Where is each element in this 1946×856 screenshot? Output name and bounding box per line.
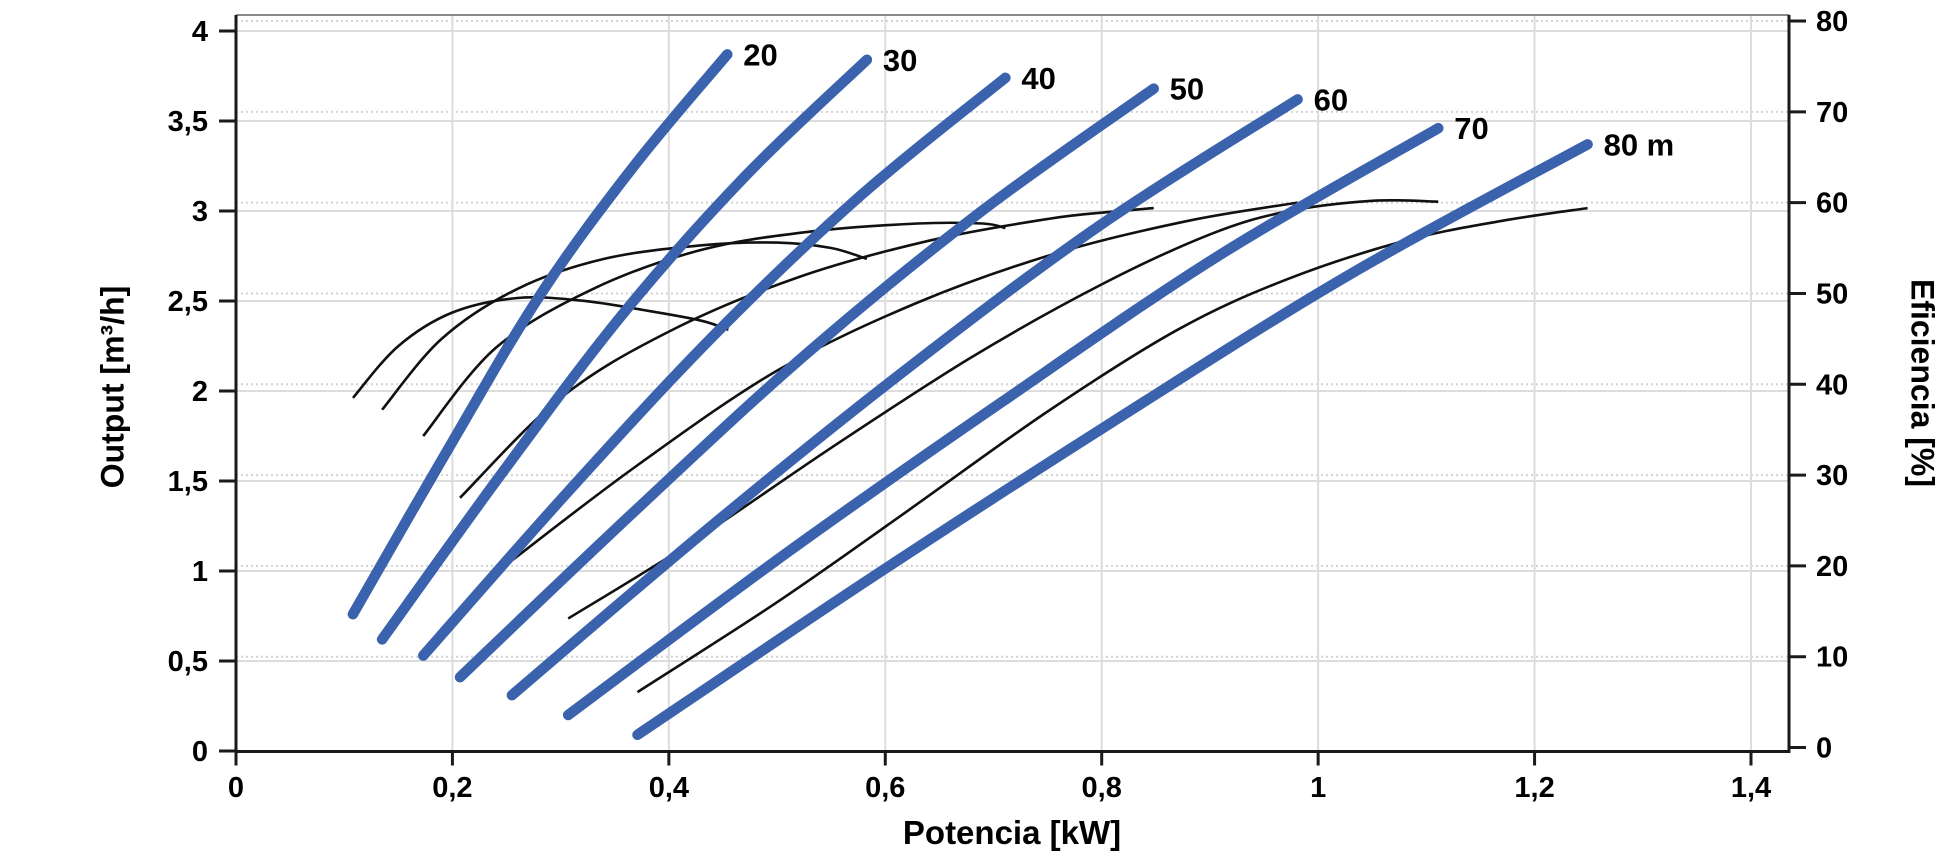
pump-curve-label-80m: 80 m [1604, 127, 1675, 162]
y-left-tick-label-2.5: 2,5 [168, 286, 208, 318]
y-right-tick-label-50: 50 [1816, 278, 1848, 310]
y-right-tick-label-20: 20 [1816, 551, 1848, 583]
y-right-tick-label-40: 40 [1816, 369, 1848, 401]
y-axis-title-left: Output [m³/h] [94, 285, 131, 489]
efficiency-curve-30m [381, 241, 868, 411]
x-tick-label-0.4: 0,4 [649, 772, 689, 804]
pump-curve-20m [347, 49, 733, 620]
pump-curve-label-20m: 20 [743, 37, 777, 72]
pump-curve-label-60m: 60 [1314, 82, 1348, 117]
x-axis-title: Potencia [kW] [902, 814, 1122, 851]
pump-curve-label-40m: 40 [1021, 61, 1055, 96]
x-tick-label-1.2: 1,2 [1514, 772, 1554, 804]
y-axis-title-right: Eficiencia [%] [1904, 278, 1941, 488]
y-left-tick-label-3.5: 3,5 [168, 106, 208, 138]
pump-curve-30m [376, 54, 873, 645]
y-left-tick-label-1: 1 [192, 556, 208, 588]
pump-curve-70m [562, 122, 1444, 721]
pump-curve-label-50m: 50 [1170, 72, 1204, 107]
x-tick-label-0.2: 0,2 [432, 772, 472, 804]
x-tick-label-0.6: 0,6 [865, 772, 905, 804]
x-tick-label-1.4: 1,4 [1731, 772, 1771, 804]
pump-curve-80m [632, 139, 1593, 741]
efficiency-curve-60m [511, 201, 1298, 562]
y-left-tick-label-3: 3 [192, 196, 208, 228]
pump-curve-label-30m: 30 [883, 43, 917, 78]
x-tick-label-0: 0 [228, 772, 244, 804]
pump-curve-50m [454, 83, 1159, 683]
y-left-tick-label-0: 0 [192, 736, 208, 768]
pump-curve-label-70m: 70 [1454, 111, 1488, 146]
y-right-tick-label-10: 10 [1816, 642, 1848, 674]
x-tick-label-0.8: 0,8 [1082, 772, 1122, 804]
y-left-tick-label-2: 2 [192, 376, 208, 408]
y-left-tick-label-1.5: 1,5 [168, 466, 208, 498]
pump-curve-60m [506, 94, 1303, 701]
pump-curve-40m [417, 72, 1011, 661]
efficiency-curve-70m [567, 198, 1439, 620]
y-left-tick-label-0.5: 0,5 [168, 646, 208, 678]
y-left-tick-label-4: 4 [192, 16, 208, 48]
y-right-tick-label-80: 80 [1816, 6, 1848, 38]
y-right-tick-label-60: 60 [1816, 188, 1848, 220]
y-right-tick-label-30: 30 [1816, 460, 1848, 492]
x-tick-label-1: 1 [1310, 772, 1326, 804]
efficiency-curve-80m [636, 206, 1588, 694]
y-right-tick-label-0: 0 [1816, 733, 1832, 765]
y-right-tick-label-70: 70 [1816, 97, 1848, 129]
